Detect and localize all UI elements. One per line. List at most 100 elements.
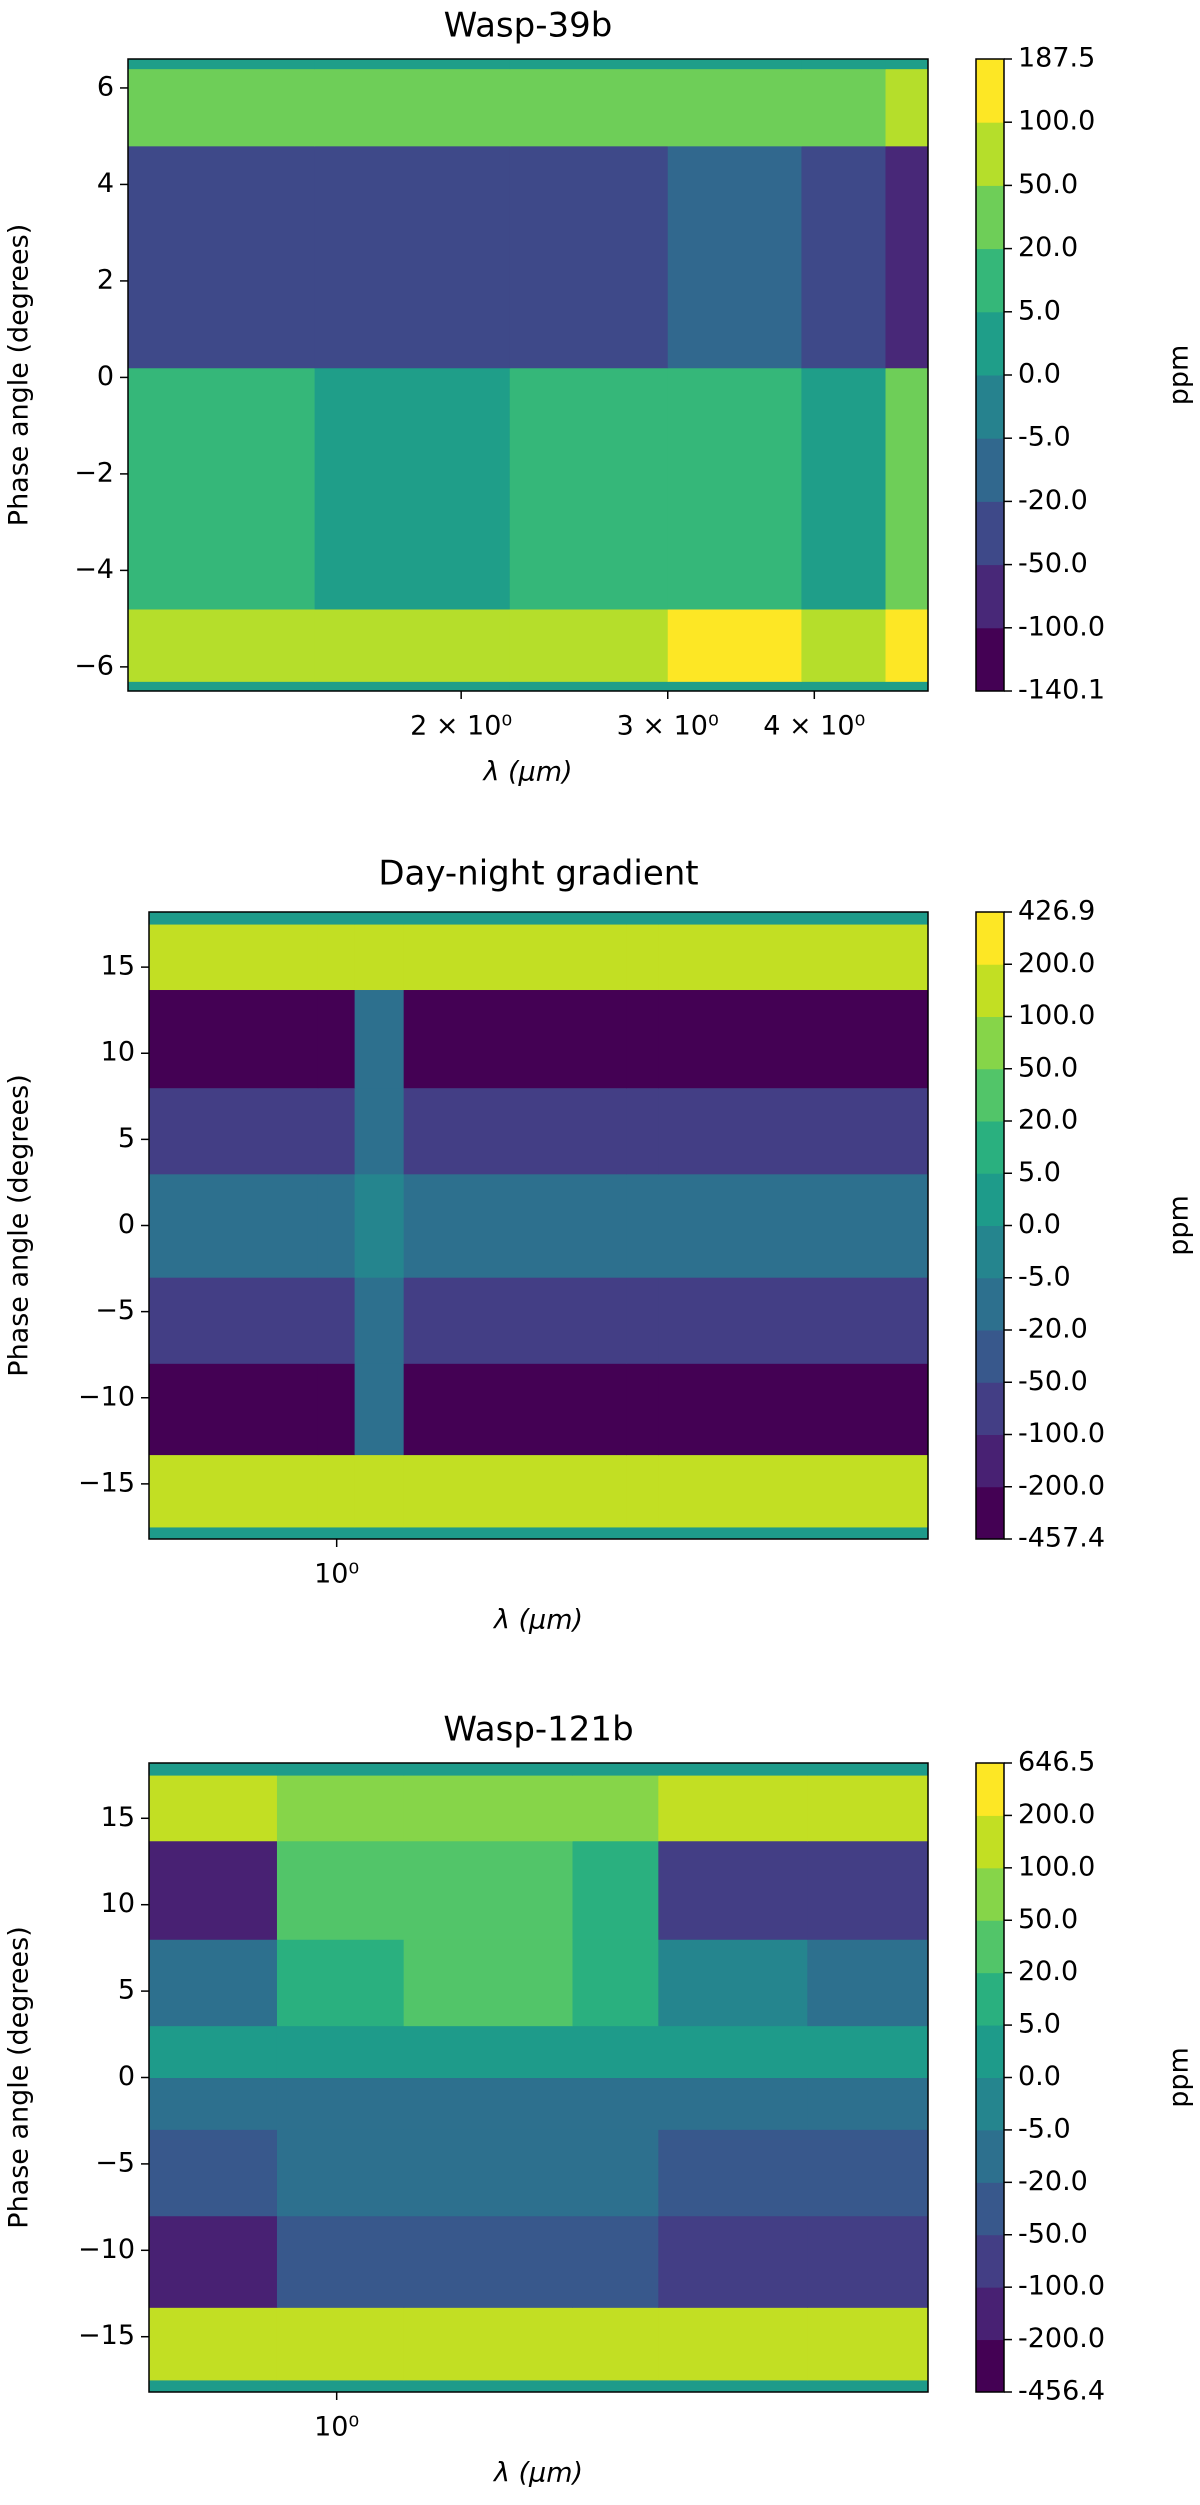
y-tick-label: −5 [95,1295,135,1326]
colorbar-tick-label: -50.0 [1018,2218,1088,2249]
colorbar-segment [976,2234,1004,2288]
colorbar-segment [976,2025,1004,2078]
colorbar-segment [976,1920,1004,1974]
y-tick-label: 15 [101,1802,135,1833]
heatmap-cell [667,608,802,682]
heatmap-cell [149,924,319,991]
heatmap-cell [801,608,887,682]
heatmap-cell [403,1775,574,1842]
heatmap-cell [626,1454,659,1528]
cells [128,59,928,691]
colorbar-segment [976,375,1004,439]
heatmap-cell [128,367,316,610]
colorbar-segment [976,1173,1004,1226]
colorbar-tick-label: 5.0 [1018,1157,1061,1188]
heatmap-cell [354,1277,405,1364]
heatmap-cell [626,912,659,925]
colorbar-segment [976,1016,1004,1070]
heatmap-cell [801,367,887,610]
colorbar-tick-label: -5.0 [1018,1261,1071,1292]
colorbar-segment [976,1382,1004,1435]
colorbar-tick-label: -100.0 [1018,611,1105,642]
heatmap-cell [658,912,928,925]
colorbar-tick-label: -20.0 [1018,1314,1088,1345]
colorbar-tick-label: 200.0 [1018,948,1095,979]
colorbar-tick-label: 0.0 [1018,1209,1061,1240]
colorbar-segment [976,248,1004,313]
heatmap-cell [149,2215,278,2308]
heatmap-cell [658,1939,808,2027]
heatmap-cell [149,1173,319,1278]
heatmap-cell [403,1173,627,1278]
colorbar-tick-label: -456.4 [1018,2376,1105,2407]
colorbar-tick-label: 200.0 [1018,1799,1095,1830]
heatmap-cell [572,1840,659,1940]
heatmap-cell [403,1939,574,2027]
colorbar-tick-label: 20.0 [1018,232,1078,263]
y-tick-label: −10 [78,2234,135,2265]
heatmap-cell [403,2215,574,2308]
heatmap-cell [667,367,802,610]
heatmap-cell [626,1277,659,1364]
heatmap-cell [403,924,627,991]
heatmap-cell [317,912,356,925]
heatmap-cell [807,1763,928,1776]
colorbar-segment [976,1225,1004,1279]
colorbar-segment [976,1867,1004,1921]
cells [149,1763,928,2392]
heatmap-cell [149,2307,278,2381]
heatmap-cell [626,1173,659,1278]
heatmap-cell [149,1454,319,1528]
y-tick-label: 4 [97,168,114,199]
colorbar-tick-label: 187.5 [1018,43,1095,74]
colorbar-tick-label: -20.0 [1018,2166,1088,2197]
colorbar-segment [976,122,1004,186]
heatmap-cell [807,2307,928,2381]
heatmap-cell [314,367,511,610]
heatmap-cell [807,2025,928,2078]
heatmap-cell [354,1526,405,1539]
x-tick-label: 3 × 10⁰ [617,711,719,742]
heatmap-cell [403,912,627,925]
heatmap-cell [403,1526,627,1539]
y-tick-label: 10 [101,1888,135,1919]
y-tick-label: 0 [118,1209,135,1240]
heatmap-cell [403,2379,574,2392]
heatmap-cell [314,59,511,70]
heatmap-cell [149,1775,278,1842]
heatmap-cell [149,1939,278,2027]
heatmap-cell [885,367,928,610]
heatmap-cell [667,681,802,691]
heatmap-cell [885,68,928,147]
heatmap-cell [658,1840,808,1940]
y-tick-label: −4 [74,554,114,585]
heatmap-cell [317,1277,356,1364]
heatmap-cell [276,2025,405,2078]
heatmap-cell [317,989,356,1089]
heatmap: 15 10 5 0 −5 −10 −15 10⁰ Day-night gradient λ (μm… [4,854,1195,1636]
chart-title: Wasp-39b [444,6,613,46]
colorbar-tick-label: 100.0 [1018,1851,1095,1882]
heatmap-cell [885,681,928,691]
y-tick-label: 15 [101,951,135,982]
colorbar-tick-label: 100.0 [1018,1000,1095,1031]
colorbar-tick-label: 0.0 [1018,2061,1061,2092]
heatmap-cell [509,68,669,147]
heatmap-cell [801,145,887,369]
colorbar-tick-label: -200.0 [1018,1470,1105,1501]
heatmap-cell [276,2307,405,2381]
heatmap-cell [801,681,887,691]
colorbar-segment [976,1972,1004,2026]
x-axis-label: λ (μm) [492,2458,583,2489]
heatmap-cell [658,1277,928,1364]
chart-title: Wasp-121b [443,1710,633,1750]
y-tick-label: −15 [78,2320,135,2351]
heatmap-cell [807,2077,928,2130]
heatmap-cell [128,59,316,70]
colorbar-label: ppm [1164,345,1195,406]
heatmap-cell [572,2025,659,2078]
heatmap-cell [572,1939,659,2027]
heatmap-cell [658,1173,928,1278]
heatmap-cell [276,2215,405,2308]
heatmap-cell [317,1454,356,1528]
